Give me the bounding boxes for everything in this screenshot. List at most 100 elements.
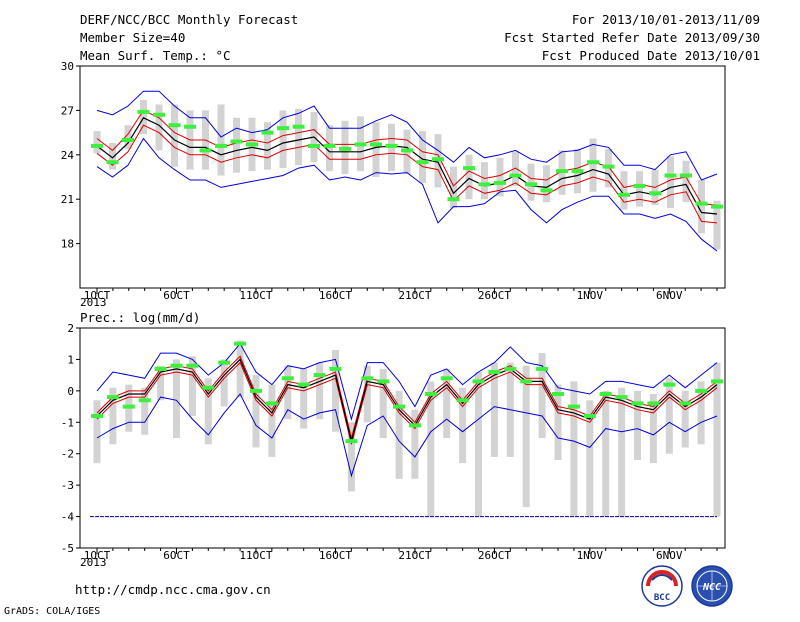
precip-spread-bar <box>284 365 292 420</box>
temp-y-tick-label: 30 <box>61 60 74 73</box>
temp-x-tick-label: 6NOV <box>656 289 683 302</box>
precip-spread-bar <box>109 387 117 445</box>
precip-x-tick-label: 16OCT <box>319 549 352 562</box>
temp-spread-bar <box>372 122 380 177</box>
temp-median-mark <box>571 169 584 174</box>
precip-spread-bar <box>475 372 482 517</box>
precip-spread-bar <box>490 362 498 457</box>
precip-median-mark <box>408 423 421 428</box>
precip-median-mark <box>138 398 151 403</box>
precip-spread-bar <box>236 340 244 398</box>
precip-spread-bar <box>93 400 101 464</box>
temp-median-mark <box>680 173 692 178</box>
precip-spread-bar <box>665 378 673 454</box>
precip-spread-bar <box>332 350 339 432</box>
precip-spread-bar <box>268 384 276 457</box>
temp-median-mark <box>664 173 677 178</box>
precip-spread-bar <box>459 387 467 464</box>
temp-x-tick-label: 6OCT <box>163 289 190 302</box>
precip-spread-bar <box>157 365 165 401</box>
precip-median-mark <box>361 376 374 381</box>
precip-median-mark <box>615 395 628 400</box>
precip-spread-bar <box>443 368 451 438</box>
chart-title: DERF/NCC/BCC Monthly Forecast <box>80 12 298 27</box>
temp-spread-bar <box>326 125 333 172</box>
precip-y-tick-label: 0 <box>67 385 74 398</box>
precip-spread-bar <box>713 362 721 517</box>
precip-spread-bar <box>570 381 578 517</box>
temp-y-tick-label: 18 <box>61 238 74 251</box>
precip-median-mark <box>488 370 501 374</box>
temp-median-mark <box>230 139 243 144</box>
temp-median-mark <box>246 142 258 147</box>
precip-spread-bar <box>586 400 594 517</box>
precip-y-tick-label: -5 <box>61 542 74 555</box>
precip-spread-bar <box>204 378 212 445</box>
precip-median-mark <box>297 382 310 387</box>
temp-median-mark <box>199 148 212 153</box>
temp-median-mark <box>525 182 537 187</box>
precipitation-plot-frame <box>79 327 726 549</box>
precip-x-tick-label: 11OCT <box>239 549 272 562</box>
precip-median-mark <box>234 341 247 346</box>
precip-spread-bar <box>427 381 435 517</box>
precip-spread-bar <box>649 394 657 464</box>
temp-spread-bar <box>295 108 302 166</box>
precip-spread-bar <box>173 359 180 438</box>
temperature-year-label: 2013 <box>80 296 107 309</box>
precip-spread-bar <box>300 368 308 429</box>
temp-max-line <box>96 90 718 181</box>
precip-spread-bar <box>347 422 355 492</box>
precip-p25-line <box>96 361 718 445</box>
temp-spread-bar <box>698 180 705 234</box>
precip-median-mark <box>552 392 564 396</box>
precip-x-tick-label: 6NOV <box>656 549 683 562</box>
precip-spread-bar <box>220 359 228 407</box>
precip-median-mark <box>424 392 437 396</box>
bcc-logo: BCC <box>641 565 683 607</box>
temp-median-mark <box>91 143 103 148</box>
temp-spread-bar <box>217 104 225 176</box>
precip-spread-bar <box>522 365 530 508</box>
precip-median-mark <box>520 379 533 384</box>
temp-y-tick-label: 27 <box>61 104 74 117</box>
temp-median-mark <box>308 143 320 148</box>
temp-p75-line <box>96 109 718 206</box>
precip-max-line <box>96 342 718 421</box>
temp-median-mark <box>494 180 506 185</box>
temp-x-tick-label: 21OCT <box>398 289 431 302</box>
precip-y-tick-label: -3 <box>61 479 74 492</box>
precip-median-mark <box>504 366 517 371</box>
precip-x-tick-label: 6OCT <box>163 549 190 562</box>
temp-median-mark <box>106 160 119 165</box>
precip-median-mark <box>154 366 167 371</box>
temp-x-tick-label: 1OCT <box>84 289 111 302</box>
precip-median-mark <box>663 382 676 387</box>
precip-x-tick-label: 1OCT <box>84 549 111 562</box>
temp-median-mark <box>416 160 429 165</box>
temp-median-mark <box>602 164 615 169</box>
precip-spread-bar <box>141 387 149 435</box>
precip-spread-bar <box>363 365 371 423</box>
temperature-plot-frame <box>79 65 726 289</box>
precip-x-tick-label: 1NOV <box>577 549 604 562</box>
temp-median-mark <box>261 130 274 135</box>
precip-median-mark <box>647 401 660 406</box>
member-size: Member Size=40 <box>80 30 185 45</box>
temp-median-mark <box>618 192 630 197</box>
precip-spread-bar <box>681 390 689 448</box>
precip-mean-line <box>96 358 718 442</box>
temp-spread-bar <box>636 171 643 207</box>
precip-median-mark <box>91 414 103 418</box>
precip-median-mark <box>186 363 199 368</box>
temp-spread-bar <box>713 200 721 250</box>
precip-min-line <box>96 393 718 478</box>
precip-spread-bar <box>618 387 626 517</box>
precip-x-tick-label: 21OCT <box>398 549 431 562</box>
temp-spread-bar <box>481 162 488 200</box>
bcc-logo-text: BCC <box>654 593 670 603</box>
precip-median-mark <box>106 395 119 400</box>
temp-x-tick-label: 26OCT <box>478 289 511 302</box>
precip-median-mark <box>472 379 485 384</box>
